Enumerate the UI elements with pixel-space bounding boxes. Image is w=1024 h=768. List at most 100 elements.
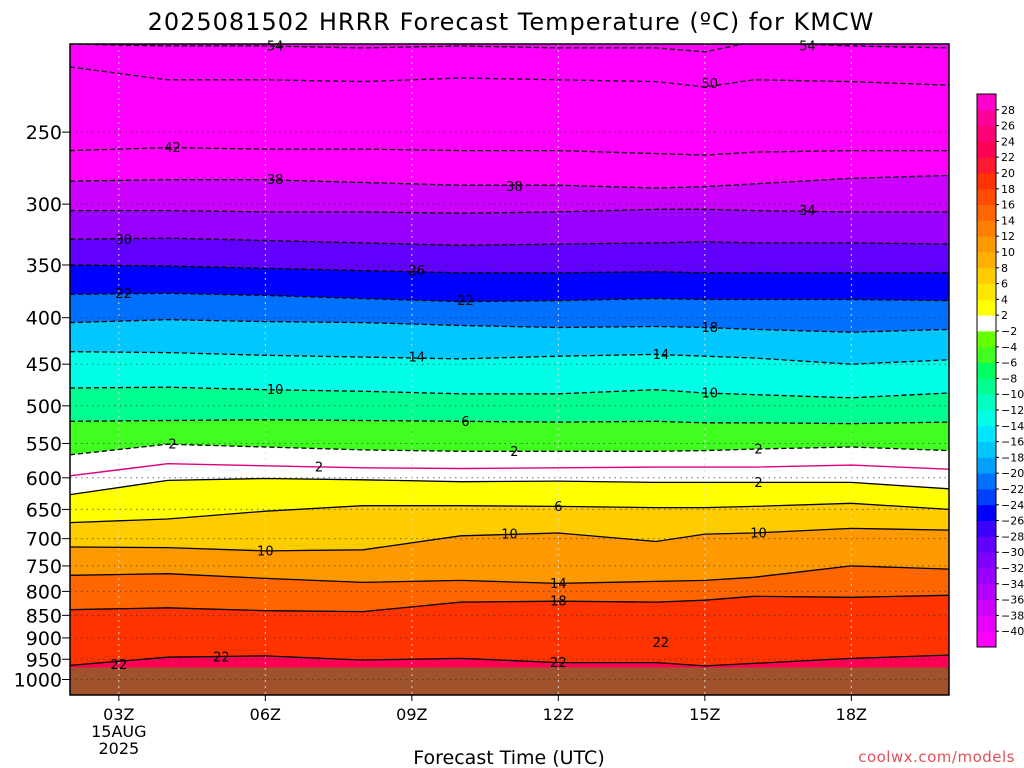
colorbar-tick-label: 2 <box>1001 309 1008 322</box>
pressure-tick-label: 350 <box>26 255 62 277</box>
contour-label: 22 <box>213 651 230 666</box>
colorbar-tick-label: −12 <box>1001 404 1024 417</box>
colorbar-swatch <box>977 583 996 600</box>
contour-label-text: 2 <box>754 443 762 458</box>
colorbar-swatch <box>977 489 996 506</box>
ground-layer <box>70 667 949 695</box>
pressure-tick-label: 300 <box>26 194 62 216</box>
contour-label: 2 <box>754 443 762 458</box>
isotherm-line <box>70 264 949 274</box>
pressure-tick-label: 600 <box>26 468 62 490</box>
time-tick-label: 03Z <box>103 705 134 724</box>
contour-label-text: 38 <box>506 180 523 195</box>
contour-label: 10 <box>257 544 274 559</box>
time-tick-label: 15Z <box>689 705 720 724</box>
colorbar-frame <box>976 93 997 648</box>
colorbar-swatch <box>977 109 996 126</box>
isotherm-line <box>70 146 949 156</box>
colorbar-tick-label: −4 <box>1001 341 1017 354</box>
isotherm-line <box>70 292 949 303</box>
colorbar-swatch <box>977 141 996 158</box>
isotherm-line <box>70 44 949 53</box>
pressure-tick-label: 700 <box>26 529 62 551</box>
contour-label: 10 <box>501 528 518 543</box>
isotherm-line <box>70 654 949 667</box>
contour-label: 10 <box>750 526 767 541</box>
contour-label: 22 <box>111 658 128 673</box>
contour-label-text: 22 <box>653 636 670 651</box>
contour-label-text: 38 <box>267 173 284 188</box>
colorbar-swatch <box>977 346 996 363</box>
pressure-tick-label: 250 <box>26 122 62 144</box>
colorbar-tick-label: −40 <box>1001 625 1024 638</box>
pressure-tick-label: 550 <box>26 433 62 455</box>
colorbar-swatch <box>977 394 996 411</box>
ground-fill <box>70 667 949 695</box>
colorbar-tick-label: −14 <box>1001 420 1024 433</box>
isotherm-line <box>70 502 949 524</box>
colorbar-tick-label: 26 <box>1001 120 1015 133</box>
colorbar-swatch <box>977 220 996 237</box>
colorbar-swatch <box>977 315 996 332</box>
colorbar-tick-label: −30 <box>1001 546 1024 559</box>
colorbar-tick-label: 12 <box>1001 230 1015 243</box>
colorbar-swatch <box>977 631 996 648</box>
credit-text: coolwx.com/models <box>858 748 1015 766</box>
contour-label: 18 <box>701 321 718 336</box>
contour-label: 14 <box>550 577 567 592</box>
contour-label-text: 10 <box>501 528 518 543</box>
colorbar-swatch <box>977 425 996 442</box>
colorbar-tick-label: 4 <box>1001 293 1008 306</box>
contour-label-text: 18 <box>701 321 718 336</box>
pressure-tick-label: 750 <box>26 556 62 578</box>
contour-label-text: 42 <box>164 141 181 156</box>
isotherm-line <box>70 66 949 88</box>
contour-label-text: 22 <box>115 287 132 302</box>
colorbar-swatch <box>977 236 996 253</box>
contour-label-text: 2 <box>168 438 176 453</box>
colorbar-tick-label: −32 <box>1001 562 1024 575</box>
time-tick-sublabel: 2025 <box>98 739 139 758</box>
contour-label-text: 6 <box>461 415 469 430</box>
contour-label-text: 2 <box>510 445 518 460</box>
colorbar-swatch <box>977 552 996 569</box>
contour-label-text: 34 <box>799 204 816 219</box>
contour-label: 34 <box>799 204 816 219</box>
colorbar-tick-label: 22 <box>1001 151 1015 164</box>
contour-label: 14 <box>653 348 670 363</box>
colorbar-swatch <box>977 173 996 190</box>
colorbar-swatch <box>977 504 996 521</box>
isotherm-line <box>70 351 949 365</box>
colorbar-tick-label: 6 <box>1001 278 1008 291</box>
contour-label-text: 14 <box>550 577 567 592</box>
contour-label-text: 22 <box>457 294 474 309</box>
temperature-fill-bands <box>70 44 949 695</box>
contour-label-text: 10 <box>750 526 767 541</box>
time-tick-label: 12Z <box>543 705 574 724</box>
contour-label-text: 22 <box>111 658 128 673</box>
pressure-tick-label: 800 <box>26 581 62 603</box>
contour-label: 14 <box>408 351 425 366</box>
colorbar-legend: −40−38−36−34−32−30−28−26−24−22−20−18−16−… <box>976 93 1024 648</box>
colorbar-swatch <box>977 299 996 316</box>
pressure-tick-label: 400 <box>26 308 62 330</box>
pressure-tick-label: 650 <box>26 499 62 521</box>
contour-label: 2 <box>754 476 762 491</box>
colorbar-tick-label: −22 <box>1001 483 1024 496</box>
colorbar-swatch <box>977 457 996 474</box>
colorbar-tick-label: 16 <box>1001 199 1015 212</box>
isotherm-line <box>70 527 949 552</box>
pressure-axis: 2503003504004505005506006507007508008509… <box>14 122 70 692</box>
grid-lines <box>70 44 949 695</box>
contour-label-text: 26 <box>408 264 425 279</box>
contour-label-text: 14 <box>653 348 670 363</box>
colorbar-tick-label: −34 <box>1001 578 1024 591</box>
colorbar-swatch <box>977 157 996 174</box>
pressure-tick-label: 850 <box>26 605 62 627</box>
isotherm-line <box>70 237 949 246</box>
colorbar-swatch <box>977 94 996 111</box>
pressure-tick-label: 450 <box>26 354 62 376</box>
contour-label-text: 6 <box>554 500 562 515</box>
time-tick-label: 18Z <box>836 705 867 724</box>
